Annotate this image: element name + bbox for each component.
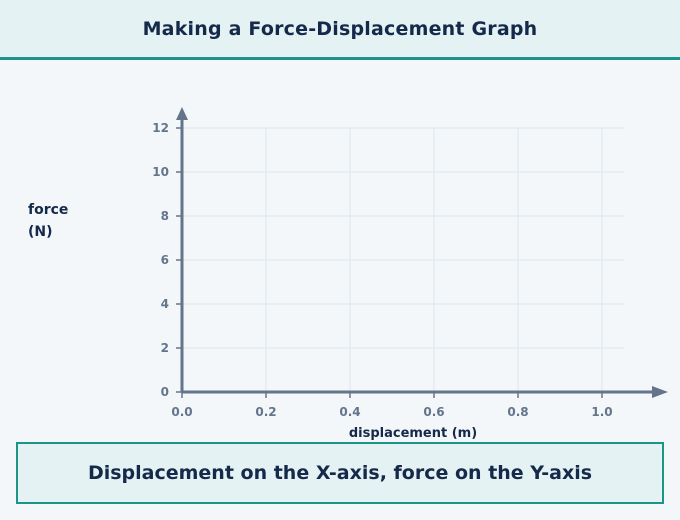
caption-box: Displacement on the X-axis, force on the… <box>16 442 664 504</box>
page-title: Making a Force-Displacement Graph <box>142 17 538 40</box>
x-axis-arrow-icon <box>652 386 668 398</box>
x-axis-label: displacement (m) <box>348 426 478 441</box>
axes <box>176 107 668 398</box>
x-tick-label: 0.0 <box>171 405 192 419</box>
x-tick-label: 0.8 <box>507 405 528 419</box>
x-tick-label: 1.0 <box>591 405 612 419</box>
x-tick-label: 0.4 <box>339 405 360 419</box>
x-tick-label: 0.2 <box>255 405 276 419</box>
grid-lines <box>182 127 624 392</box>
y-tick-label: 12 <box>152 121 169 135</box>
tick-marks <box>176 127 603 398</box>
y-tick-label: 0 <box>161 385 169 399</box>
y-tick-label: 8 <box>161 209 169 223</box>
y-axis-label-line-2: (N) <box>28 224 53 240</box>
y-tick-label: 4 <box>161 297 169 311</box>
chart-area: 0 2 4 6 8 10 12 0.0 0.2 0.4 0.6 0.8 1.0 <box>152 107 668 419</box>
y-axis-label-line-1: force <box>28 202 69 218</box>
y-tick-label: 6 <box>161 253 169 267</box>
tick-labels: 0 2 4 6 8 10 12 0.0 0.2 0.4 0.6 0.8 1.0 <box>152 121 612 419</box>
y-axis-label: force (N) <box>28 199 68 243</box>
y-axis-arrow-icon <box>176 107 188 120</box>
x-tick-label: 0.6 <box>423 405 444 419</box>
caption-text: Displacement on the X-axis, force on the… <box>87 462 593 484</box>
header-bar: Making a Force-Displacement Graph <box>0 0 680 60</box>
y-tick-label: 10 <box>152 165 169 179</box>
y-tick-label: 2 <box>161 341 169 355</box>
